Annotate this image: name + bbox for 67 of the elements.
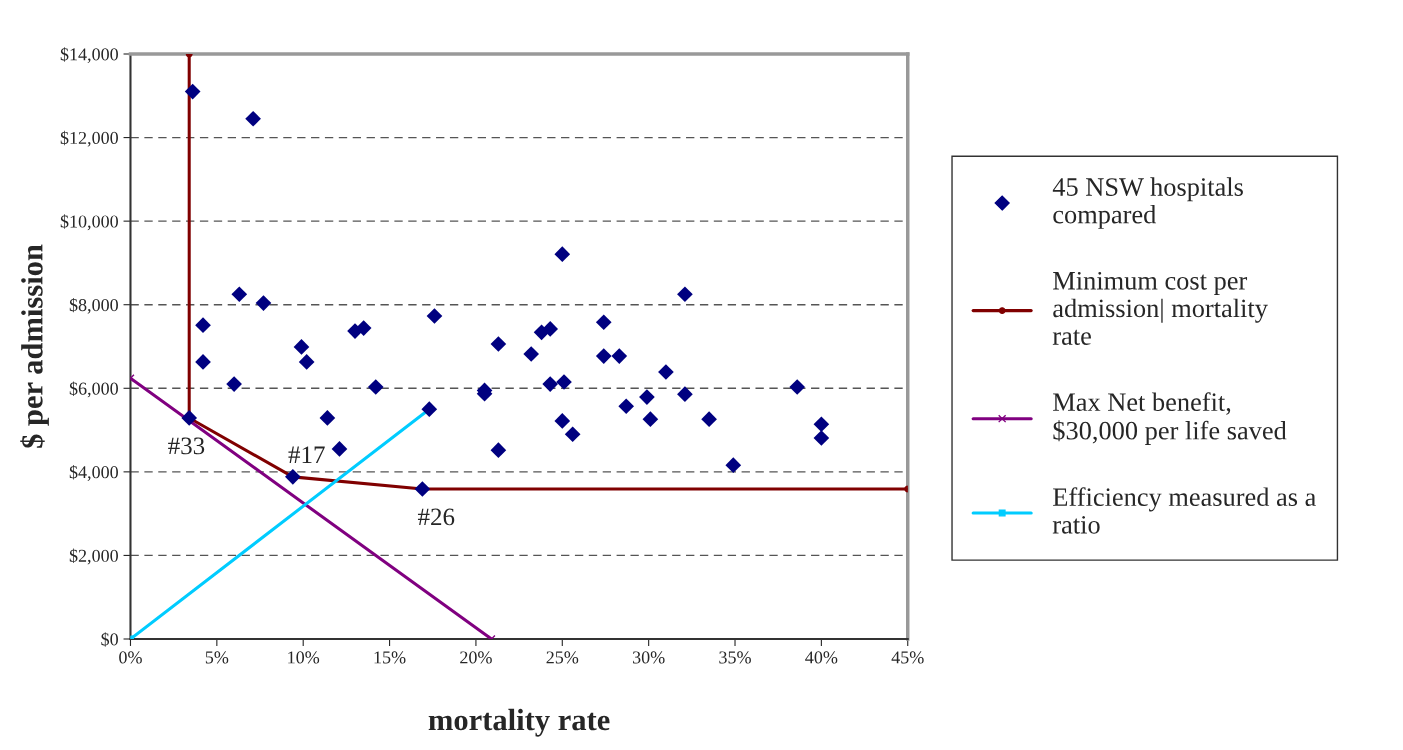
x-tick-label: 0% xyxy=(119,651,142,664)
y-tick-label: $12,000 xyxy=(60,130,118,147)
annotation: #17 xyxy=(288,446,325,463)
point xyxy=(285,469,301,485)
point xyxy=(231,286,248,303)
point xyxy=(245,110,261,127)
point xyxy=(677,286,693,303)
legend-label: Minimum cost per admission| mortality rate xyxy=(1052,271,1268,345)
point xyxy=(677,386,693,402)
point xyxy=(523,346,540,362)
point xyxy=(255,295,272,311)
point xyxy=(490,442,507,458)
point xyxy=(658,364,674,380)
x-tick-label: 25% xyxy=(546,651,579,664)
x-tick-label: 20% xyxy=(460,651,492,664)
legend-label: Max Net benefit, $30,000 per life saved xyxy=(1053,392,1287,445)
x-axis-title: mortality rate xyxy=(428,708,610,737)
y-tick-label: $8,000 xyxy=(69,297,118,314)
annotation: #26 xyxy=(417,508,455,526)
point xyxy=(367,379,384,395)
legend-label: Efficiency measured as a ratio xyxy=(1052,487,1316,534)
point xyxy=(595,314,612,331)
x-tick-label: 10% xyxy=(288,651,320,664)
point xyxy=(195,354,211,370)
point xyxy=(564,426,581,443)
y-tick-label: $14,000 xyxy=(60,47,118,64)
x-tick-label: 30% xyxy=(632,651,665,664)
y-tick-label: $10,000 xyxy=(60,214,118,231)
point xyxy=(556,374,572,390)
point xyxy=(642,411,659,428)
point xyxy=(426,308,443,324)
point xyxy=(490,336,507,352)
point xyxy=(542,321,559,337)
point xyxy=(331,441,348,457)
point xyxy=(789,379,806,395)
point xyxy=(542,376,559,392)
point xyxy=(639,389,655,405)
point xyxy=(319,410,336,426)
y-tick-label: $4,000 xyxy=(69,465,118,481)
x-tick-label: 5% xyxy=(205,651,229,664)
point xyxy=(725,457,742,474)
point xyxy=(595,348,612,364)
annotation: #33 xyxy=(168,437,205,455)
point xyxy=(184,83,201,100)
point xyxy=(554,246,571,262)
point xyxy=(298,354,315,370)
point xyxy=(618,398,635,415)
x-tick-label: 35% xyxy=(719,651,751,664)
point xyxy=(554,413,571,429)
y-tick-label: $0 xyxy=(101,632,118,647)
y-tick-label: $2,000 xyxy=(69,548,118,565)
x-tick-label: 15% xyxy=(374,651,406,664)
point xyxy=(195,317,211,334)
point xyxy=(813,430,830,446)
point xyxy=(226,376,242,392)
point xyxy=(813,416,830,433)
point xyxy=(293,339,310,355)
legend-label: 45 NSW hospitals compared xyxy=(1052,177,1243,229)
point xyxy=(421,401,438,418)
point xyxy=(181,410,198,426)
y-axis-title: $ per admission xyxy=(20,244,49,448)
x-tick-label: 45% xyxy=(891,651,924,664)
point xyxy=(701,411,717,428)
point xyxy=(414,481,431,497)
point xyxy=(611,348,628,364)
y-tick-label: $6,000 xyxy=(69,381,118,398)
x-tick-label: 40% xyxy=(805,651,838,664)
